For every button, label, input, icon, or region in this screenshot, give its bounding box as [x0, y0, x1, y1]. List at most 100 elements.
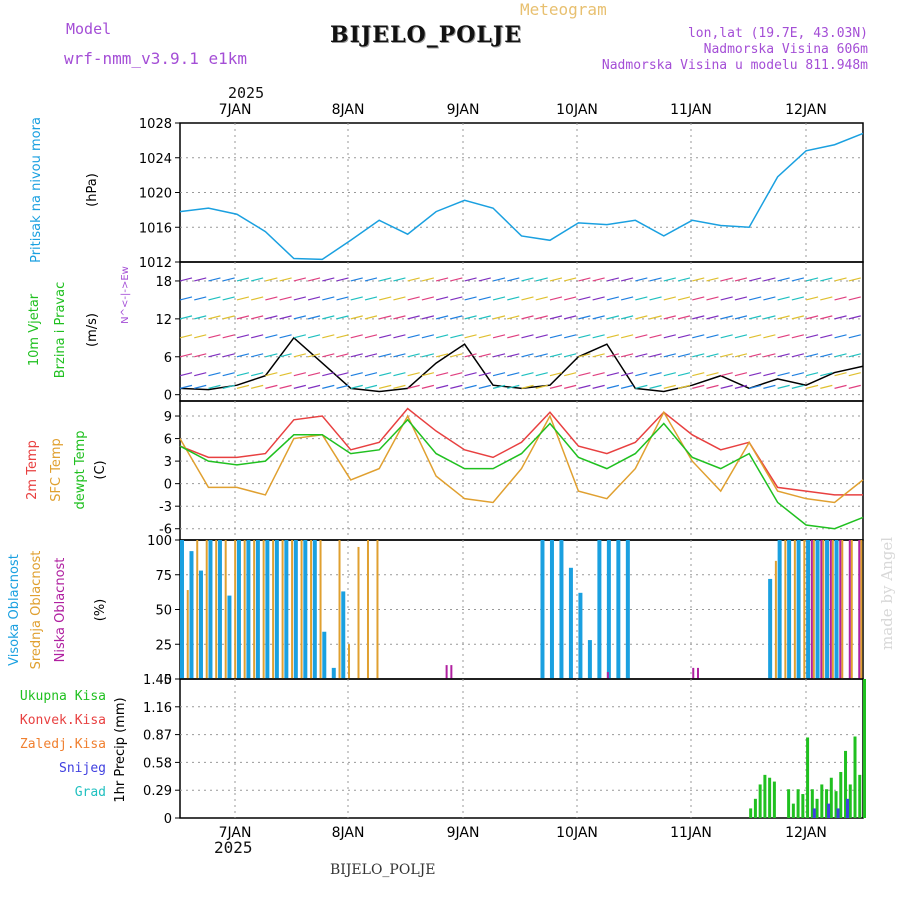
wind-barb [208, 334, 221, 339]
wind-barb [407, 296, 420, 301]
wind-barb [692, 372, 705, 377]
bar-clouds-0 [815, 540, 820, 679]
wind-barb [620, 296, 634, 301]
bar-clouds-0 [606, 540, 611, 679]
wind-barb [820, 296, 833, 301]
bar-clouds-1 [348, 644, 351, 679]
bar-precip-0 [749, 808, 753, 818]
ytick-label-precip: 0.58 [143, 756, 172, 771]
wind-barb [222, 277, 235, 282]
wind-barb [734, 334, 748, 339]
wind-barb [749, 372, 762, 377]
wind-barb [606, 334, 620, 339]
wind-barb [478, 296, 491, 301]
wind-barb [421, 277, 435, 282]
wind-barb [578, 372, 591, 377]
wind-barb [251, 296, 264, 301]
wind-barb [421, 334, 435, 339]
wind-barb [222, 334, 235, 339]
wind-barb [564, 315, 577, 320]
wind-barb [322, 277, 335, 282]
wind-barb [464, 277, 477, 282]
bar-clouds-1 [205, 540, 208, 679]
wind-barb [763, 296, 776, 301]
wind-barb [322, 296, 335, 301]
wind-barb [564, 277, 577, 282]
wind-barb [322, 334, 335, 339]
bar-clouds-1 [366, 540, 369, 679]
bottom-station-label: BIJELO_POLJE [330, 862, 436, 878]
bar-clouds-0 [217, 540, 222, 679]
wind-barb [307, 277, 321, 282]
panel-frame-wind [179, 261, 864, 402]
bar-clouds-0 [578, 592, 583, 679]
wind-barb [549, 334, 563, 339]
wind-barb [692, 315, 705, 320]
precip-legend-3: Snijeg [59, 761, 106, 776]
bar-precip-0 [839, 771, 843, 818]
ytick-label-pressure: 1012 [139, 256, 172, 271]
model-name: wrf-nmm_v3.9.1 e1km [64, 49, 248, 68]
wind-barb [507, 384, 520, 389]
wind-barb [848, 334, 861, 339]
wind-barb [350, 334, 363, 339]
wind-barb [236, 315, 250, 320]
bar-clouds-1 [860, 540, 863, 679]
wind-barb [179, 296, 193, 301]
wind-barb [720, 315, 733, 320]
wind-barb [677, 384, 691, 389]
wind-barb [478, 277, 491, 282]
wind-barb [179, 277, 193, 282]
xlabel-bottom-0: 7JAN [219, 825, 252, 841]
wind-barb [820, 372, 833, 377]
wind-barb [478, 334, 491, 339]
wind-barb [791, 334, 804, 339]
xlabel-bottom-2: 9JAN [447, 825, 480, 841]
wind-barb [791, 353, 804, 358]
wind-barb [393, 296, 406, 301]
bar-clouds-1 [186, 590, 189, 679]
wind-barb [706, 315, 719, 320]
page-title: BIJELO_POLJE [330, 22, 523, 48]
wind-barb [820, 384, 833, 389]
wind-barb [791, 296, 804, 301]
wind-barb [364, 372, 378, 377]
wind-barb [507, 315, 520, 320]
wind-barb [435, 277, 449, 282]
ylabel-precip: 1hr Precip (mm) [113, 697, 128, 802]
ytick-label-precip: 0.87 [143, 729, 172, 744]
model-elevation-label: Nadmorska Visina u modelu 811.948m [601, 58, 868, 73]
wind-barb [521, 296, 534, 301]
wind-barb [720, 353, 733, 358]
wind-barb [236, 334, 250, 339]
wind-barb [720, 372, 733, 377]
wind-barb [720, 296, 733, 301]
ytick-label-clouds: 0 [164, 673, 172, 688]
wind-barb [435, 372, 449, 377]
wind-barb [407, 277, 420, 282]
wind-barb [421, 384, 435, 389]
bar-clouds-1 [822, 540, 825, 679]
wind-barb [535, 372, 548, 377]
wind-barb [592, 372, 605, 377]
wind-barb [251, 384, 264, 389]
ytick-label-precip: 1.45 [143, 673, 172, 688]
wind-barb [606, 277, 620, 282]
wind-barb [478, 372, 491, 377]
wind-barb [492, 315, 506, 320]
wind-barb [194, 277, 207, 282]
wind-barb [464, 296, 477, 301]
wind-barb [350, 353, 363, 358]
wind-barb [265, 334, 278, 339]
wind-barb [749, 353, 762, 358]
wind-barb [393, 334, 406, 339]
wind-barb [578, 334, 591, 339]
wind-barb [236, 384, 250, 389]
bar-clouds-0 [331, 667, 336, 679]
wind-barb [620, 334, 634, 339]
wind-barb [464, 315, 477, 320]
bar-clouds-0 [616, 540, 621, 679]
ytick-label-wind: 18 [155, 275, 172, 290]
wind-barb [720, 334, 733, 339]
wind-barb [677, 353, 691, 358]
